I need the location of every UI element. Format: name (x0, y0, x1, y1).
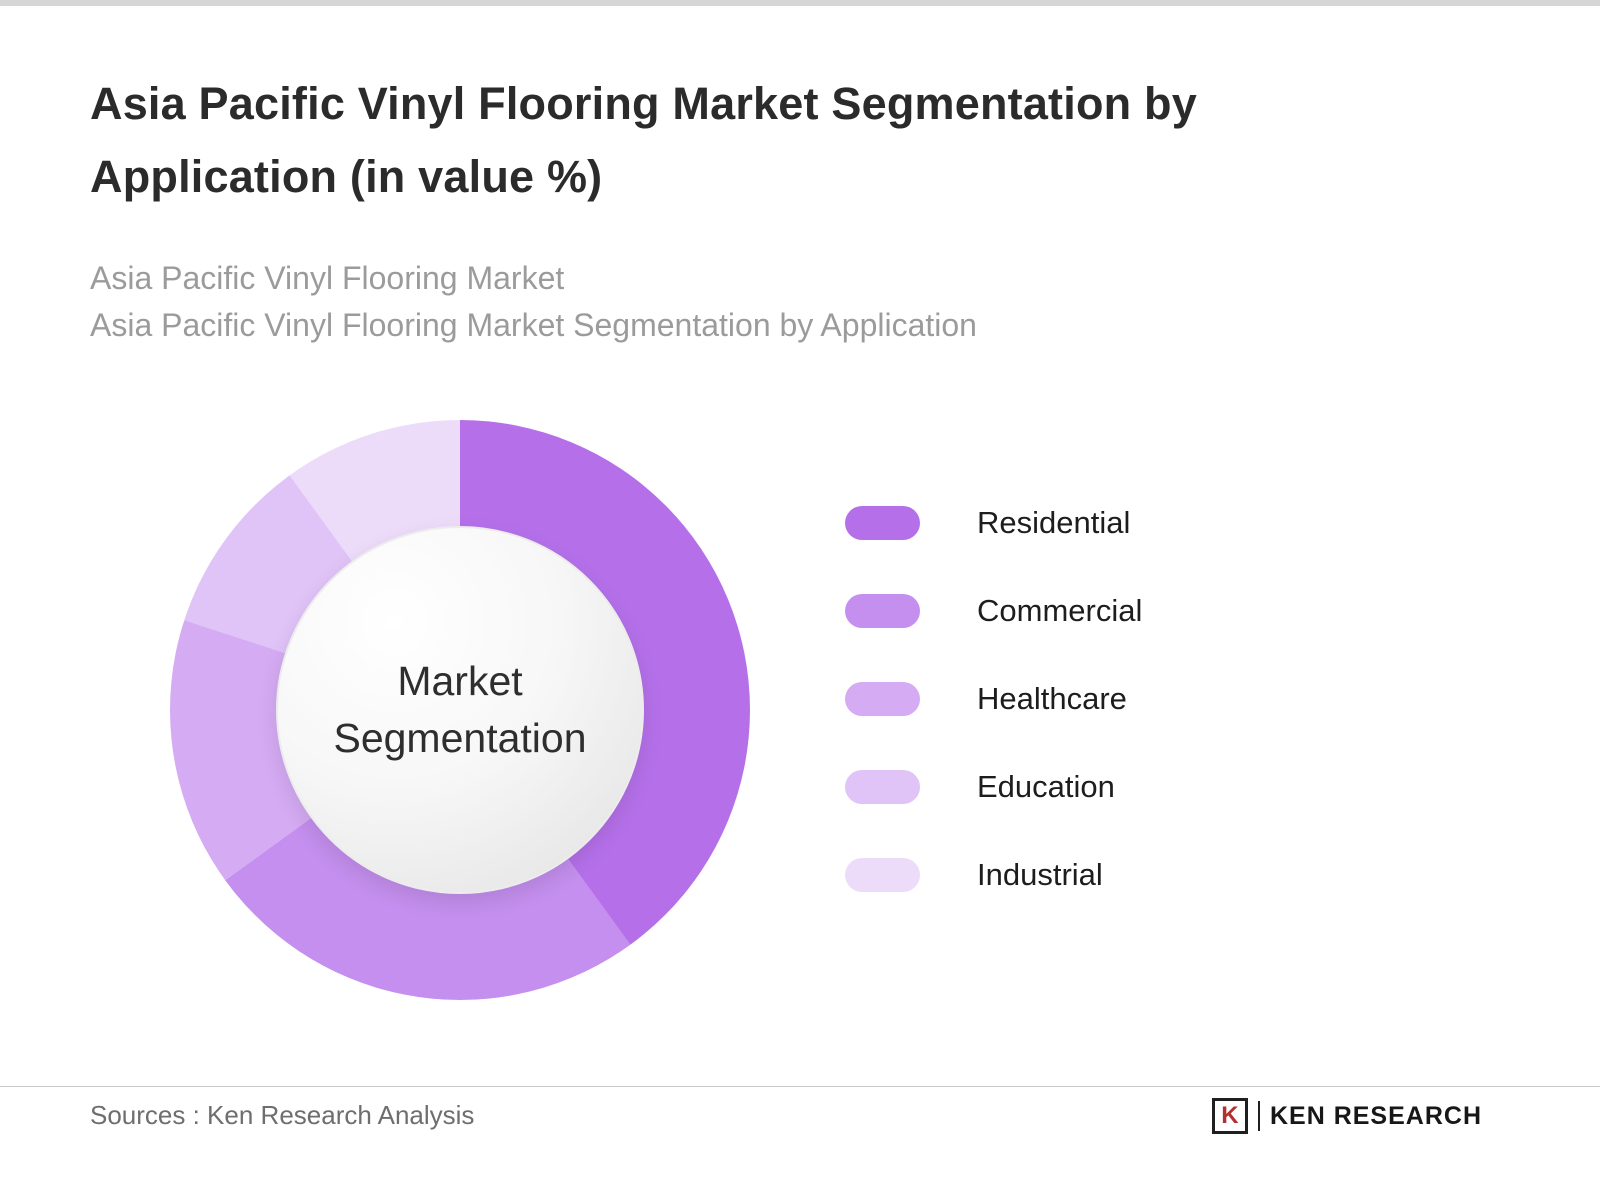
subtitle-line-2: Asia Pacific Vinyl Flooring Market Segme… (90, 307, 977, 344)
brand-name: KEN RESEARCH (1269, 1101, 1482, 1130)
footer-divider (0, 1086, 1600, 1087)
page-title: Asia Pacific Vinyl Flooring Market Segme… (90, 78, 1197, 202)
legend-label: Residential (977, 505, 1131, 540)
legend-item: Education (845, 769, 1142, 805)
logo-separator (1257, 1101, 1260, 1131)
legend-label: Industrial (977, 857, 1103, 892)
legend-item: Commercial (845, 593, 1142, 629)
legend-item: Healthcare (845, 681, 1142, 717)
legend-swatch (845, 682, 920, 716)
legend-swatch (845, 858, 920, 892)
legend: Residential Commercial Healthcare Education… (845, 505, 1142, 893)
legend-swatch (845, 770, 920, 804)
subtitle-line-1: Asia Pacific Vinyl Flooring Market (90, 260, 565, 296)
donut-center-circle: Market Segmentation (276, 526, 644, 894)
ken-research-logo-icon: K (1211, 1098, 1248, 1134)
subtitle-block: Asia Pacific Vinyl Flooring Market Asia … (90, 255, 1390, 350)
sources-text: Sources : Ken Research Analysis (90, 1100, 475, 1130)
legend-item: Residential (845, 505, 1142, 541)
legend-item: Industrial (845, 857, 1142, 893)
top-border (0, 0, 1600, 6)
donut-center-label: Market Segmentation (333, 657, 587, 761)
brand-logo: K KEN RESEARCH (1211, 1098, 1482, 1134)
legend-label: Commercial (977, 593, 1143, 628)
legend-swatch (845, 506, 920, 540)
legend-label: Education (977, 769, 1115, 804)
legend-label: Healthcare (977, 681, 1127, 716)
legend-swatch (845, 594, 920, 628)
